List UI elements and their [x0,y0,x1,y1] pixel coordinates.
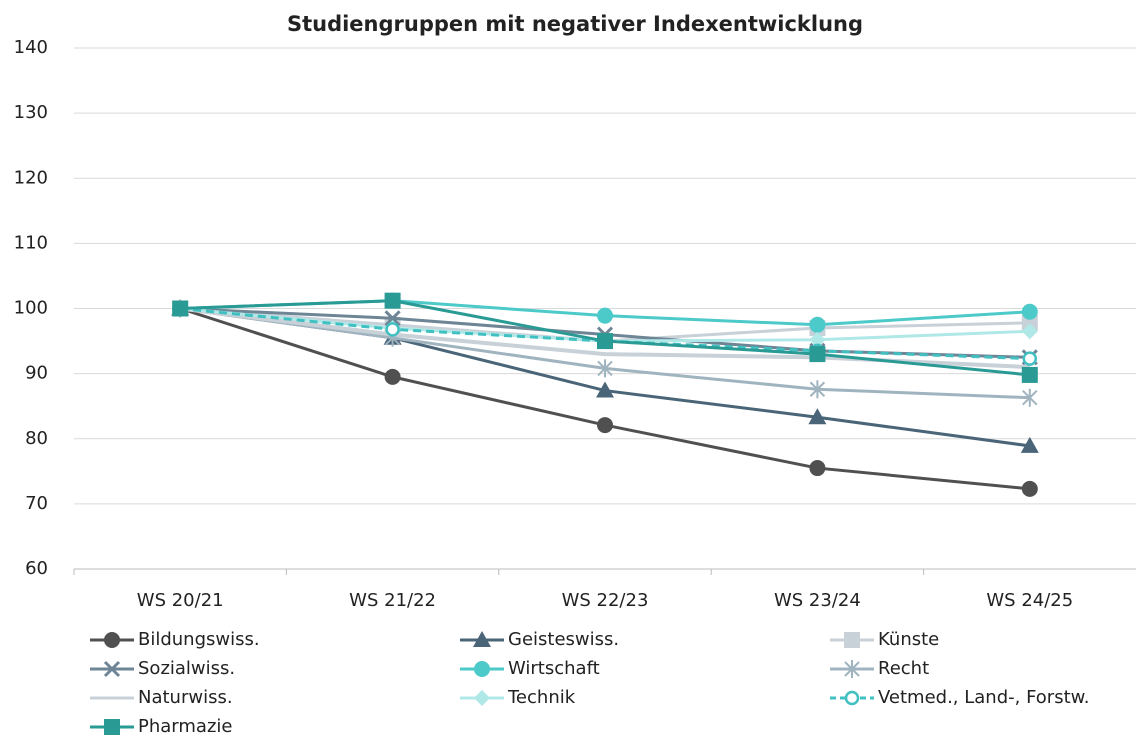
legend-label: Künste [878,629,939,650]
legend-label: Naturwiss. [138,687,233,708]
data-point [1021,314,1038,331]
data-point [385,322,400,337]
data-point [809,331,826,348]
data-point [809,460,826,477]
y-tick-label: 60 [25,558,48,579]
x-tick-label: WS 22/23 [562,590,649,611]
data-point [1021,366,1038,383]
data-point [809,380,826,399]
data-point [384,368,401,385]
data-point [597,417,613,434]
legend-label: Sozialwiss. [138,658,235,679]
data-point [172,300,189,317]
y-tick-label: 90 [25,363,48,384]
y-tick-label: 120 [14,167,48,188]
legend-marker [474,690,490,706]
data-point [597,307,613,324]
legend-marker [844,690,860,706]
chart-title: Studiengruppen mit negativer Indexentwic… [287,12,863,36]
data-point [1022,388,1038,407]
series-line [180,307,1030,361]
y-tick-label: 70 [25,493,48,514]
legend-marker [104,632,120,648]
x-tick-label: WS 20/21 [137,590,224,611]
data-point [597,359,613,378]
legend-label: Bildungswiss. [138,629,260,650]
data-point [808,408,827,425]
legend-label: Wirtschaft [508,658,600,679]
legend-marker [844,660,860,678]
legend-label: Technik [507,687,576,708]
data-point [596,381,614,398]
y-tick-label: 110 [14,232,48,253]
data-point [809,346,826,363]
data-point [1020,436,1039,453]
x-tick-label: WS 24/25 [986,590,1073,611]
data-point [597,333,613,350]
legend-marker [103,660,121,678]
data-point [1021,303,1038,320]
data-point [1022,351,1038,366]
legend-label: Geisteswiss. [508,629,619,650]
x-tick-label: WS 23/24 [774,590,861,611]
y-tick-label: 100 [14,298,48,319]
data-point [1021,323,1038,340]
legend-marker [104,719,120,735]
y-tick-label: 140 [14,37,48,58]
y-tick-label: 130 [14,102,48,123]
y-tick-label: 80 [25,428,48,449]
data-point [809,316,826,333]
legend-label: Vetmed., Land-, Forstw. [878,687,1089,708]
legend-label: Recht [878,658,929,679]
legend-marker [844,632,860,648]
legend-marker [474,661,490,677]
x-tick-label: WS 21/22 [349,590,436,611]
legend-label: Pharmazie [138,716,232,737]
data-point [384,292,401,309]
legend-marker [473,631,491,647]
data-point [1021,480,1038,497]
data-point [384,310,401,327]
